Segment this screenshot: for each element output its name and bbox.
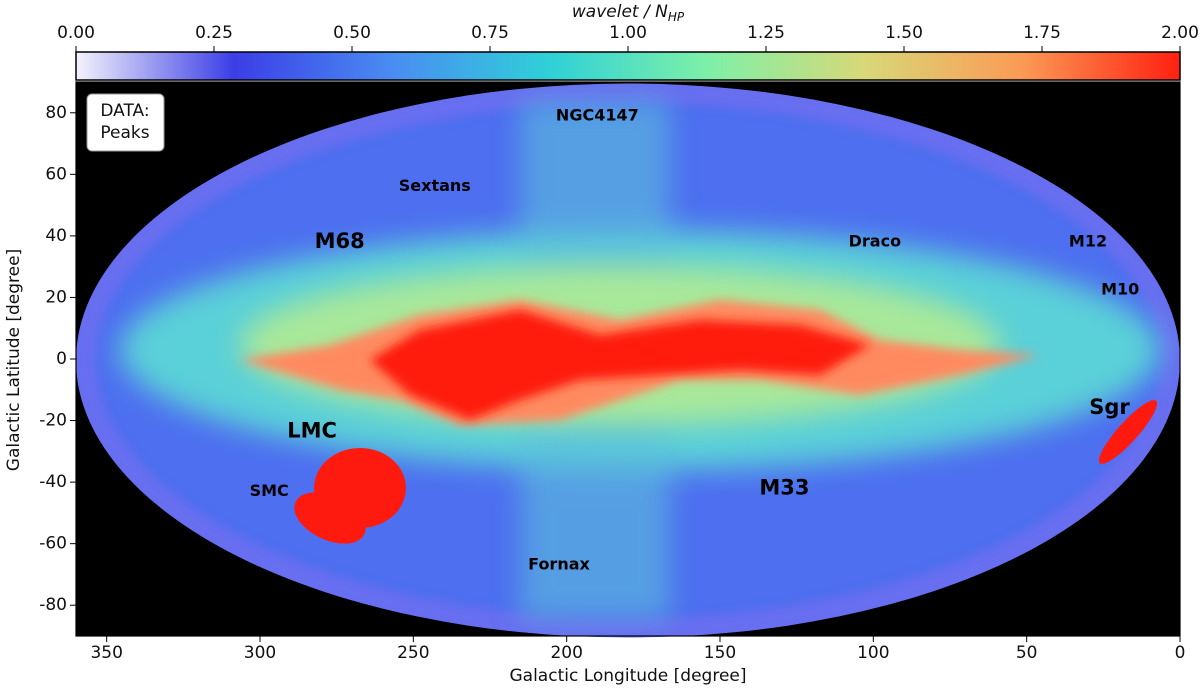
annotation: Sgr (1089, 395, 1130, 419)
y-tick-label: 60 (45, 164, 67, 184)
colorbar-tick-label: 2.00 (1161, 23, 1199, 43)
annotation: M33 (759, 475, 809, 499)
annotation: M68 (315, 229, 365, 253)
y-tick-label: 20 (45, 287, 67, 307)
y-tick-label: 0 (56, 349, 67, 369)
colorbar-tick-label: 0.75 (471, 23, 509, 43)
annotation: Draco (849, 232, 901, 251)
annotation: SMC (250, 481, 289, 500)
y-axis-label: Galactic Latitude [degree] (4, 249, 24, 471)
annotation: Sextans (399, 176, 471, 195)
y-tick-label: -20 (39, 411, 67, 431)
y-tick-label: 40 (45, 226, 67, 246)
annotation: M10 (1101, 279, 1139, 298)
annotation: Fornax (528, 555, 590, 574)
colorbar-tick-label: 1.50 (885, 23, 923, 43)
y-tick-label: 80 (45, 103, 67, 123)
annotation: M12 (1069, 232, 1107, 251)
x-tick-label: 300 (244, 643, 276, 663)
x-tick-label: 50 (1016, 643, 1038, 663)
colorbar-tick-label: 0.00 (57, 23, 95, 43)
x-tick-label: 0 (1175, 643, 1186, 663)
x-axis-label: Galactic Longitude [degree] (509, 666, 746, 686)
legend-box (86, 93, 165, 152)
x-tick-label: 200 (550, 643, 582, 663)
y-tick-label: -80 (39, 595, 67, 615)
annotation: NGC4147 (556, 105, 639, 124)
colorbar-tick-label: 0.25 (195, 23, 233, 43)
colorbar-tick-label: 1.75 (1023, 23, 1061, 43)
x-tick-label: 100 (857, 643, 889, 663)
colorbar-tick-label: 1.00 (609, 23, 647, 43)
y-tick-label: -60 (39, 534, 67, 554)
colorbar-ticks: 0.00 0.25 0.50 0.75 1.00 1.25 1.50 1.75 2.00 (57, 23, 1199, 52)
x-tick-label: 250 (397, 643, 429, 663)
y-tick-label: -40 (39, 472, 67, 492)
colorbar (75, 51, 1181, 81)
axes: 350 300 250 200 150 100 50 0 -80 -60 -40 -20 0 20 40 60… (39, 103, 1185, 663)
colorbar-tick-label: 1.25 (747, 23, 785, 43)
annotation: LMC (287, 418, 337, 442)
x-tick-label: 350 (90, 643, 122, 663)
colorbar-label: wavelet / NHP (572, 2, 685, 24)
colorbar-tick-label: 0.50 (333, 23, 371, 43)
legend-text: Peaks (100, 123, 149, 143)
legend-text: DATA: (100, 101, 149, 121)
sky-map (76, 83, 1180, 638)
plot-frame (75, 81, 1181, 637)
x-tick-label: 150 (704, 643, 736, 663)
